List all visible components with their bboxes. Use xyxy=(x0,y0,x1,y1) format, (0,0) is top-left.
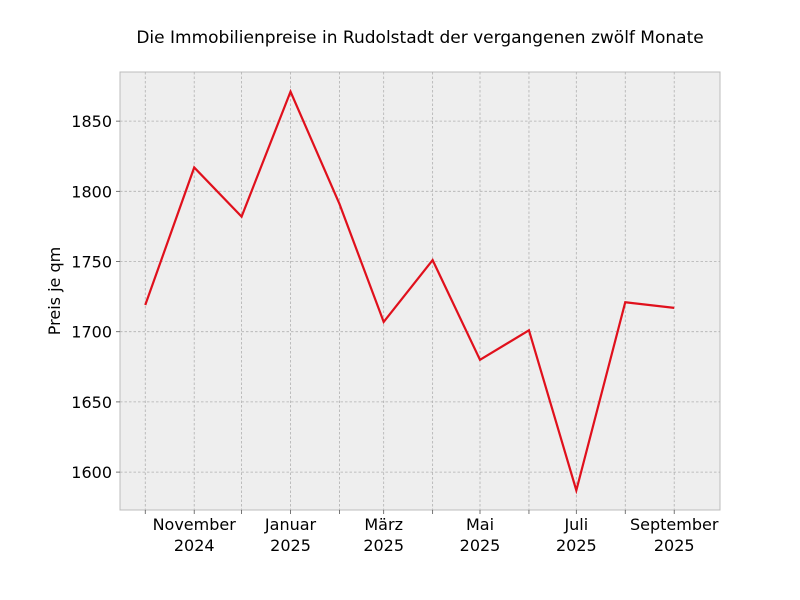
y-axis-label: Preis je qm xyxy=(45,247,64,335)
x-tick-label: Mai 2025 xyxy=(460,515,501,555)
y-tick-label: 1600 xyxy=(71,463,112,482)
x-tick-label-year: 2025 xyxy=(556,536,597,555)
x-tick-label: Januar 2025 xyxy=(264,515,317,555)
x-tick-label-month: September xyxy=(630,515,719,534)
series-layer xyxy=(144,88,675,495)
grid-lines xyxy=(120,72,720,510)
y-tick-label: 1850 xyxy=(71,112,112,131)
series-line xyxy=(144,88,675,495)
y-tick-label: 1750 xyxy=(71,253,112,272)
x-tick-label-month: Juli xyxy=(563,515,588,534)
x-tick-label-year: 2025 xyxy=(363,536,404,555)
x-tick-label-year: 2024 xyxy=(174,536,215,555)
x-tick-label-year: 2025 xyxy=(460,536,501,555)
chart-title: Die Immobilienpreise in Rudolstadt der v… xyxy=(136,28,703,48)
y-tick-label: 1800 xyxy=(71,182,112,201)
plot-area xyxy=(119,71,721,511)
x-tick-label: September 2025 xyxy=(630,515,719,555)
x-tick-label-month: November xyxy=(153,515,237,534)
x-tick-label-month: März xyxy=(364,515,403,534)
x-tick-label: Juli 2025 xyxy=(556,515,597,555)
x-tick-label-year: 2025 xyxy=(270,536,311,555)
x-tick-label-year: 2025 xyxy=(654,536,695,555)
y-tick-label: 1650 xyxy=(71,393,112,412)
y-tick-label: 1700 xyxy=(71,323,112,342)
x-tick-label: März 2025 xyxy=(363,515,404,555)
x-tick-label: November 2024 xyxy=(153,515,237,555)
x-tick-label-month: Januar xyxy=(264,515,317,534)
x-tick-label-month: Mai xyxy=(466,515,494,534)
y-tick-labels: 1600 1650 1700 1750 1800 1850 xyxy=(71,112,112,482)
axis-ticks xyxy=(116,120,675,514)
